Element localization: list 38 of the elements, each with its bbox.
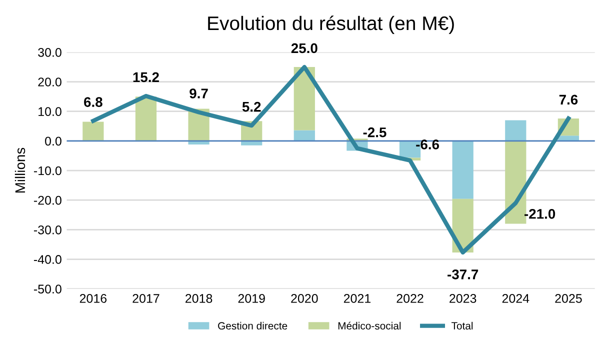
legend-label: Médico-social (338, 322, 401, 330)
x-tick-label: 2021 (344, 294, 371, 303)
y-tick-label: 30.0 (38, 48, 62, 57)
bar (82, 122, 104, 141)
x-tick-label: 2025 (555, 294, 582, 303)
y-tick-label: -50.0 (34, 284, 62, 294)
y-tick-label: -40.0 (34, 255, 62, 264)
bar (452, 140, 474, 199)
x-tick-label: 2018 (186, 294, 212, 303)
legend-label: Total (452, 322, 473, 330)
data-label: 15.2 (133, 72, 159, 82)
x-tick-label: 2016 (80, 294, 107, 303)
y-tick-label: -20.0 (34, 196, 62, 205)
data-label: 7.6 (559, 94, 578, 105)
x-tick-label: 2020 (291, 294, 318, 303)
x-tick-label: 2022 (396, 294, 424, 303)
y-tick-label: 10.0 (38, 107, 62, 116)
bar (505, 120, 526, 141)
data-label: 6.8 (84, 97, 102, 107)
x-tick-label: 2017 (132, 294, 160, 303)
y-tick-label: 20.0 (38, 78, 62, 86)
data-label: -2.5 (363, 127, 386, 138)
y-tick-label: -30.0 (34, 225, 62, 234)
data-label: -6.6 (416, 140, 440, 150)
data-label: 25.0 (291, 43, 318, 54)
chart-title: Evolution du résultat (en M€) (208, 16, 454, 34)
y-tick-label: -10.0 (34, 166, 62, 176)
data-label: -37.7 (448, 269, 478, 280)
data-label: -21.0 (524, 208, 556, 219)
x-tick-label: 2019 (238, 294, 265, 303)
data-label: 9.7 (190, 88, 208, 98)
data-label: 5.2 (242, 102, 261, 112)
y-tick-label: 0.0 (45, 136, 62, 146)
x-tick-label: 2024 (502, 294, 530, 303)
x-tick-label: 2023 (450, 294, 476, 303)
bar (505, 140, 526, 224)
legend-label: Gestion directe (218, 322, 288, 330)
y-axis-title: Millions (14, 148, 26, 193)
